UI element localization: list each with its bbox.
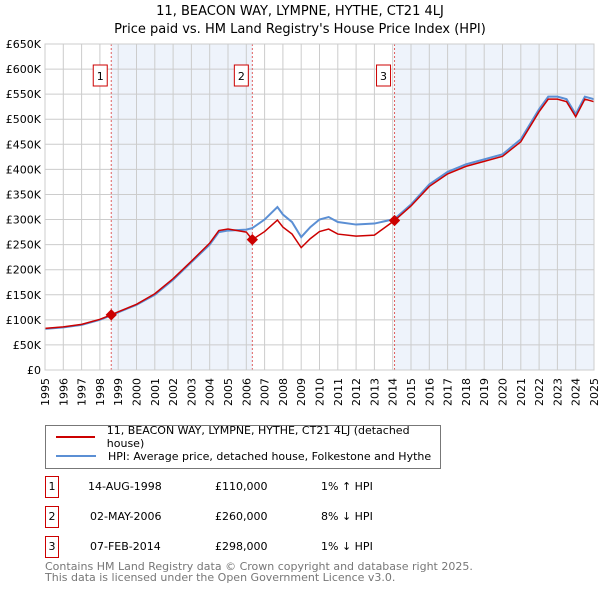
x-tick-label: 2022: [533, 378, 546, 406]
marker-badge: 2: [45, 506, 59, 528]
shaded-period: [111, 44, 253, 370]
y-tick-label: £150K: [6, 289, 42, 302]
x-tick-label: 1996: [57, 378, 70, 406]
y-tick-label: £650K: [6, 38, 42, 51]
x-tick-label: 2006: [240, 378, 253, 406]
x-tick-label: 2014: [387, 378, 400, 406]
x-tick-label: 2007: [259, 378, 272, 406]
x-tick-label: 2003: [185, 378, 198, 406]
x-tick-label: 2016: [423, 378, 436, 406]
x-tick-label: 2025: [588, 378, 600, 406]
x-tick-label: 2005: [222, 378, 235, 406]
price: £298,000: [215, 540, 268, 553]
legend: 11, BEACON WAY, LYMPNE, HYTHE, CT21 4LJ …: [45, 424, 441, 469]
y-tick-label: £100K: [6, 314, 42, 327]
x-tick-label: 2008: [277, 378, 290, 406]
y-tick-label: £250K: [6, 239, 42, 252]
footer-line: This data is licensed under the Open Gov…: [45, 571, 396, 584]
chart-subtitle: Price paid vs. HM Land Registry's House …: [114, 22, 486, 37]
shaded-period: [394, 44, 594, 370]
x-tick-label: 2012: [350, 378, 363, 406]
x-tick-label: 2010: [314, 378, 327, 406]
x-tick-label: 2011: [332, 378, 345, 406]
series-line: [44, 98, 595, 330]
price: £260,000: [215, 510, 268, 523]
x-tick-label: 1999: [112, 378, 125, 406]
marker-badge: 3: [45, 536, 59, 558]
x-tick-label: 2000: [131, 378, 144, 406]
transaction-row: 3 07-FEB-2014 £298,000 1% ↓ HPI: [45, 536, 445, 558]
y-tick-label: £0: [27, 364, 41, 377]
x-tick-label: 2015: [405, 378, 418, 406]
date: 02-MAY-2006: [90, 510, 162, 523]
legend-item-hpi: HPI: Average price, detached house, Folk…: [56, 447, 431, 465]
x-tick-label: 2019: [478, 378, 491, 406]
sale-label-box: [92, 64, 108, 87]
y-tick-label: £400K: [6, 163, 42, 176]
x-tick-label: 2004: [204, 378, 217, 406]
y-tick-label: £450K: [6, 138, 42, 151]
x-tick-label: 1995: [39, 378, 52, 406]
hpi-diff: 1% ↑ HPI: [321, 480, 373, 493]
hpi-diff: 8% ↓ HPI: [321, 510, 373, 523]
y-tick-label: £550K: [6, 88, 42, 101]
legend-label: 11, BEACON WAY, LYMPNE, HYTHE, CT21 4LJ …: [106, 424, 410, 450]
x-tick-label: 2017: [442, 378, 455, 406]
date: 14-AUG-1998: [88, 480, 162, 493]
date: 07-FEB-2014: [90, 540, 161, 553]
x-tick-label: 2013: [368, 378, 381, 406]
chart-title: 11, BEACON WAY, LYMPNE, HYTHE, CT21 4LJ: [156, 4, 444, 19]
transaction-row: 2 02-MAY-2006 £260,000 8% ↓ HPI: [45, 506, 445, 528]
x-tick-label: 1997: [76, 378, 89, 406]
sale-label: 2: [238, 70, 245, 83]
footer: Contains HM Land Registry data © Crown c…: [45, 561, 473, 583]
sale-label: 1: [97, 70, 104, 83]
x-tick-label: 2024: [570, 378, 583, 406]
x-tick-label: 1998: [94, 378, 107, 406]
sale-label: 3: [380, 70, 387, 83]
x-tick-label: 2009: [295, 378, 308, 406]
y-tick-label: £200K: [6, 264, 42, 277]
y-tick-label: £600K: [6, 63, 42, 76]
plot-frame: [44, 43, 595, 371]
sale-label-box: [233, 64, 249, 87]
y-tick-label: £350K: [6, 188, 42, 201]
y-tick-label: £300K: [6, 214, 42, 227]
legend-label: HPI: Average price, detached house, Folk…: [108, 449, 432, 463]
price: £110,000: [215, 480, 268, 493]
x-tick-label: 2020: [497, 378, 510, 406]
sale-point: [388, 214, 401, 227]
y-tick-label: £500K: [6, 113, 42, 126]
x-tick-label: 2018: [460, 378, 473, 406]
y-tick-label: £50K: [13, 339, 42, 352]
footer-line: Contains HM Land Registry data © Crown c…: [45, 560, 473, 573]
hpi-diff: 1% ↓ HPI: [321, 540, 373, 553]
transaction-row: 1 14-AUG-1998 £110,000 1% ↑ HPI: [45, 476, 445, 498]
price-chart: 1995 1996 1997 1998 1999 2000 2001 2002 2003 2004…: [6, 38, 600, 406]
legend-item-property: 11, BEACON WAY, LYMPNE, HYTHE, CT21 4LJ …: [56, 424, 440, 450]
x-tick-label: 2021: [515, 378, 528, 406]
marker-badge: 1: [45, 476, 59, 498]
x-tick-label: 2002: [167, 378, 180, 406]
sale-label-box: [376, 64, 392, 87]
x-tick-label: 2001: [149, 378, 162, 406]
x-tick-label: 2023: [551, 378, 564, 406]
